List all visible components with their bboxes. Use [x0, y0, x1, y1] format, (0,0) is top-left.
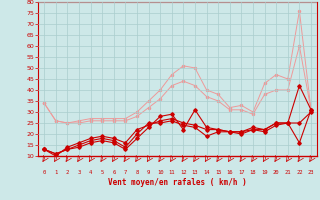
X-axis label: Vent moyen/en rafales ( km/h ): Vent moyen/en rafales ( km/h ): [108, 178, 247, 187]
